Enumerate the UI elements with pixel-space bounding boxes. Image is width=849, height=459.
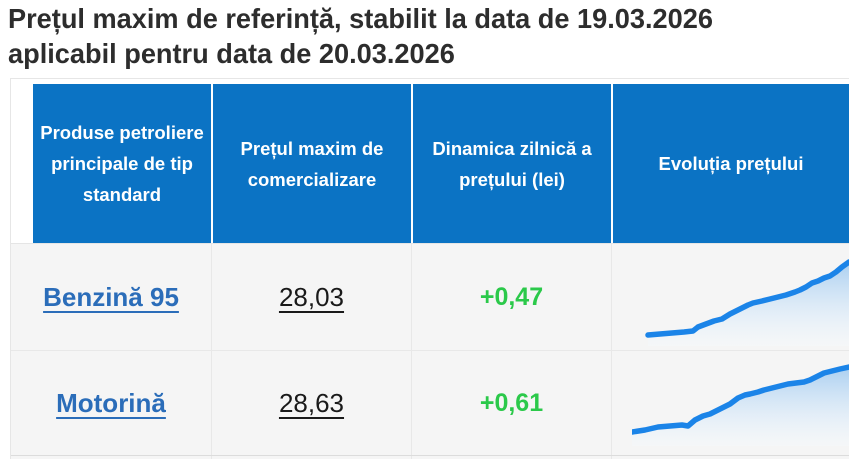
- header-products: Produse petroliere principale de tip sta…: [33, 84, 211, 243]
- header-max-price: Prețul maxim de comercializare: [211, 84, 411, 243]
- page-title: Prețul maxim de referință, stabilit la d…: [8, 1, 713, 71]
- benzina-95-price[interactable]: 28,03: [278, 281, 345, 312]
- motorina-link[interactable]: Motorină: [56, 387, 166, 418]
- price-cell: 28,63: [211, 351, 411, 455]
- fuel-price-table: Produse petroliere principale de tip sta…: [10, 78, 849, 459]
- next-table-row-partial: [11, 455, 849, 459]
- evolution-cell: [611, 351, 849, 455]
- motorina-price[interactable]: 28,63: [278, 387, 345, 418]
- table-row-motorina: Motorină 28,63 +0,61: [11, 350, 849, 455]
- table-row-partial-cell: [211, 456, 411, 459]
- table-row-partial-cell: [611, 456, 849, 459]
- table-row-partial-cell: [411, 456, 611, 459]
- product-cell: Benzină 95: [11, 244, 211, 350]
- product-cell: Motorină: [11, 351, 211, 455]
- table-header-row: Produse petroliere principale de tip sta…: [33, 84, 849, 243]
- benzina-95-change: +0,47: [479, 282, 544, 311]
- motorina-sparkline-chart: [632, 364, 849, 446]
- page-title-line-1: Prețul maxim de referință, stabilit la d…: [8, 3, 713, 34]
- change-cell: +0,47: [411, 244, 611, 350]
- price-cell: 28,03: [211, 244, 411, 350]
- table-row-benzina-95: Benzină 95 28,03 +0,47: [11, 243, 849, 350]
- benzina-95-sparkline-chart: [645, 259, 849, 346]
- benzina-95-link[interactable]: Benzină 95: [43, 281, 179, 312]
- change-cell: +0,61: [411, 351, 611, 455]
- header-price-evolution: Evoluția prețului: [611, 84, 849, 243]
- motorina-change: +0,61: [479, 388, 544, 417]
- header-daily-dynamic: Dinamica zilnică a prețului (lei): [411, 84, 611, 243]
- evolution-cell: [611, 244, 849, 350]
- page-title-line-2: aplicabil pentru data de 20.03.2026: [8, 38, 455, 69]
